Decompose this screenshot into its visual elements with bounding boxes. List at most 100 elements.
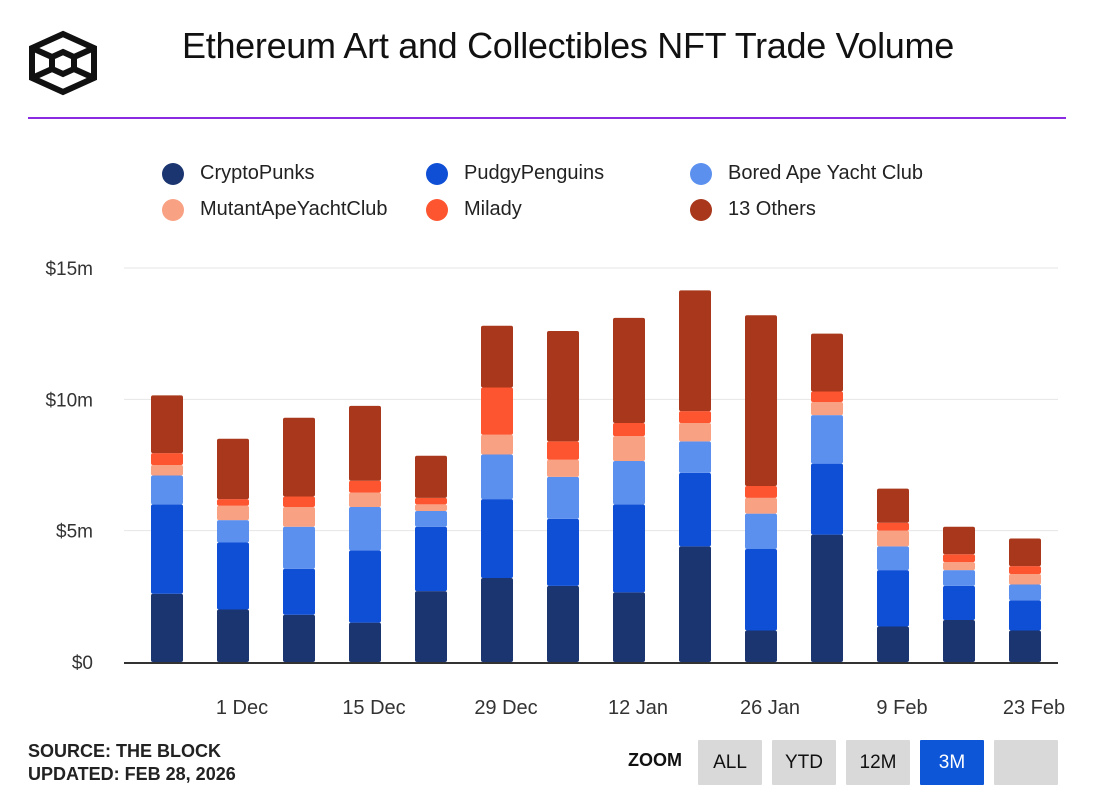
zoom-ytd-button[interactable]: YTD (772, 740, 836, 785)
bar-segment (679, 472, 711, 547)
bar-segment (283, 568, 315, 615)
bar-segment (415, 510, 447, 527)
legend-item-cryptopunks[interactable]: CryptoPunks (162, 162, 315, 185)
x-tick-label: 15 Dec (342, 697, 405, 719)
legend-item-13-others[interactable]: 13 Others (690, 198, 816, 221)
bar-segment (811, 401, 843, 416)
legend-label: 13 Others (728, 198, 816, 220)
bar-segment (349, 550, 381, 623)
bar-segment (283, 614, 315, 662)
bar-segment (217, 609, 249, 662)
bar-segment (811, 333, 843, 392)
zoom-label: ZOOM (628, 750, 682, 770)
bar-segment (217, 505, 249, 521)
stacked-bar-chart: $0 $5m $10m $15m 1 Dec 15 Dec 29 Dec 12 Jan 26 J… (45, 259, 1065, 719)
x-tick-label: 23 Feb (1003, 697, 1065, 719)
bar-segment (1009, 566, 1041, 575)
legend-swatch (162, 162, 184, 185)
bar-segment (745, 513, 777, 550)
bar-segment (481, 499, 513, 578)
bar-segment (283, 496, 315, 508)
bar-segment (1009, 538, 1041, 567)
bar-segment (943, 554, 975, 563)
bar-segment (613, 504, 645, 593)
bar-segment (811, 415, 843, 464)
bar-segment (151, 475, 183, 505)
zoom-3m-button[interactable]: 3M (920, 740, 984, 785)
bar-segment (283, 507, 315, 527)
bar-segment (283, 417, 315, 497)
zoom-blank-button[interactable] (994, 740, 1058, 785)
bar-segment (349, 622, 381, 662)
bar-segment (481, 387, 513, 435)
legend-item-bored-ape-yacht-club[interactable]: Bored Ape Yacht Club (690, 162, 923, 185)
bar-segment (481, 454, 513, 500)
bar-segment (877, 546, 909, 571)
bar-segment (1009, 600, 1041, 631)
bar-segment (1009, 574, 1041, 585)
bar-segment (151, 593, 183, 662)
y-tick-label: $10m (45, 390, 93, 411)
y-tick-label: $0 (72, 653, 93, 674)
bar-segment (679, 411, 711, 423)
bar-segment (811, 391, 843, 402)
legend-label: PudgyPenguins (464, 162, 605, 184)
bar-segment (283, 526, 315, 569)
bar-segment (547, 331, 579, 442)
bar-segment (877, 570, 909, 627)
bar-segment (877, 626, 909, 662)
bar-segment (613, 461, 645, 505)
zoom-all-button[interactable]: ALL (698, 740, 762, 785)
legend: CryptoPunks PudgyPenguins Bored Ape Yacht … (162, 162, 1042, 242)
x-tick-label: 26 Jan (740, 697, 800, 719)
bar-segment (745, 630, 777, 662)
legend-item-pudgypenguins[interactable]: PudgyPenguins (426, 162, 604, 185)
bar-segment (349, 507, 381, 551)
bar-segment (679, 290, 711, 412)
bar-segment (943, 619, 975, 662)
title-divider (28, 117, 1066, 119)
bar-segment (349, 492, 381, 508)
bar-segment (745, 315, 777, 487)
legend-swatch (426, 162, 448, 185)
bar-segment (613, 592, 645, 662)
bar-segment (217, 520, 249, 543)
bar-segment (613, 422, 645, 437)
legend-item-milady[interactable]: Milady (426, 198, 522, 221)
x-tick-label: 12 Jan (608, 697, 668, 719)
bar-segment (679, 422, 711, 442)
bar-segment (613, 317, 645, 423)
bar-segment (547, 585, 579, 662)
bar-segment (349, 405, 381, 481)
source-text: SOURCE: THE BLOCK (28, 741, 221, 761)
bar-segment (547, 441, 579, 460)
bar-segment (217, 542, 249, 610)
bar-segment (943, 562, 975, 571)
bar-segment (1009, 630, 1041, 662)
legend-label: Milady (464, 198, 522, 220)
x-tick-label: 29 Dec (474, 697, 537, 719)
bar-segment (1009, 584, 1041, 601)
legend-item-mutantapeyachtclub[interactable]: MutantApeYachtClub (162, 198, 388, 221)
bar-segment (415, 497, 447, 505)
source-note: SOURCE: THE BLOCK UPDATED: FEB 28, 2026 (28, 740, 236, 786)
x-tick-label: 9 Feb (876, 697, 927, 719)
bar-segment (877, 488, 909, 523)
bar-segment (151, 504, 183, 594)
legend-swatch (426, 198, 448, 221)
x-tick-label: 1 Dec (216, 697, 268, 719)
the-block-logo (29, 30, 97, 96)
legend-label: CryptoPunks (200, 162, 315, 184)
bar-segment (415, 455, 447, 498)
bar-segment (217, 438, 249, 500)
y-tick-label: $15m (45, 259, 93, 280)
bar-segment (943, 570, 975, 586)
legend-swatch (162, 198, 184, 221)
bar-segment (745, 486, 777, 498)
bar-segment (151, 395, 183, 454)
bar-segment (481, 325, 513, 388)
bar-segment (745, 497, 777, 514)
bar-segment (349, 480, 381, 493)
bar-segment (415, 504, 447, 511)
zoom-12m-button[interactable]: 12M (846, 740, 910, 785)
